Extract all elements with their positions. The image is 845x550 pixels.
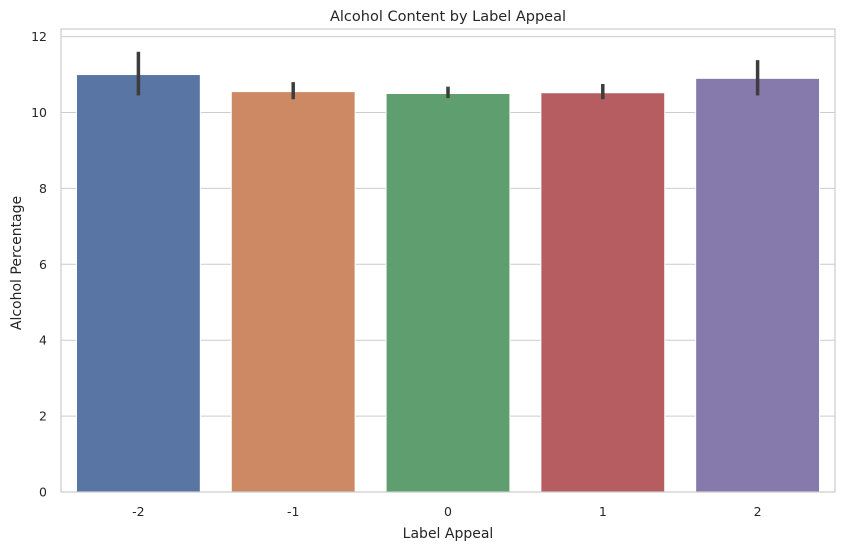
x-tick-label: 2 bbox=[754, 504, 762, 519]
plot-frame bbox=[60, 28, 836, 493]
bar-1 bbox=[540, 92, 666, 493]
y-tick-label: 4 bbox=[39, 333, 47, 348]
x-tick-label: 0 bbox=[444, 504, 452, 519]
y-axis-label: Alcohol Percentage bbox=[9, 196, 25, 330]
y-tick-labels: 0 2 4 6 8 10 12 bbox=[31, 29, 47, 499]
x-tick-label: -2 bbox=[132, 504, 144, 519]
x-tick-label: 1 bbox=[599, 504, 607, 519]
bar--1 bbox=[230, 91, 356, 493]
y-tick-label: 8 bbox=[39, 181, 47, 196]
y-tick-label: 10 bbox=[31, 105, 47, 120]
bar--2 bbox=[75, 74, 201, 493]
x-tick-label: -1 bbox=[287, 504, 299, 519]
y-tick-label: 12 bbox=[31, 29, 47, 44]
chart-title: Alcohol Content by Label Appeal bbox=[330, 9, 566, 25]
y-tick-label: 6 bbox=[39, 257, 47, 272]
bars bbox=[75, 74, 821, 493]
bar-2 bbox=[695, 77, 821, 493]
x-tick-labels: -2 -1 0 1 2 bbox=[132, 504, 761, 519]
y-tick-label: 2 bbox=[39, 409, 47, 424]
bar-0 bbox=[385, 93, 511, 493]
y-tick-label: 0 bbox=[39, 485, 47, 500]
x-axis-label: Label Appeal bbox=[403, 526, 494, 542]
error-bars bbox=[136, 51, 760, 100]
